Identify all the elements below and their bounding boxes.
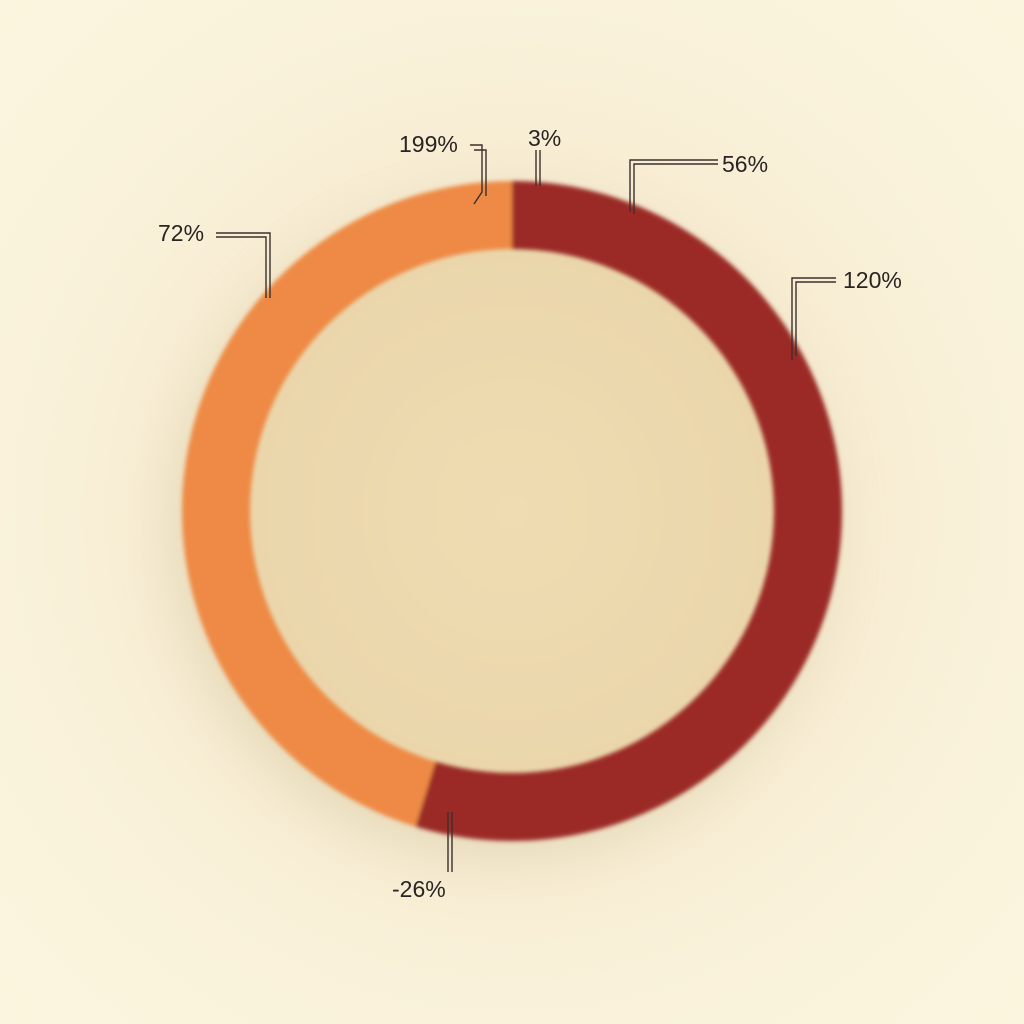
leader-line-199	[470, 144, 483, 205]
leader-line-56	[629, 159, 718, 212]
slice-label-3: 3%	[528, 125, 561, 151]
leader-lines	[216, 144, 836, 872]
leader-line-120-b	[795, 281, 836, 356]
slice-label-199: 199%	[399, 131, 458, 157]
leader-line-199-b	[474, 149, 487, 196]
slice-label-56: 56%	[722, 151, 768, 177]
slice-labels: 199% 3% 56% 72% 120% -26%	[158, 125, 902, 902]
leader-line-72-b	[216, 236, 267, 298]
leader-line-72	[216, 232, 271, 298]
leader-line-56-b	[633, 163, 718, 214]
slice-label-neg26: -26%	[392, 876, 446, 902]
donut-center	[250, 249, 774, 773]
slice-label-72: 72%	[158, 220, 204, 246]
leader-line-120	[791, 277, 836, 360]
slice-label-120: 120%	[843, 267, 902, 293]
